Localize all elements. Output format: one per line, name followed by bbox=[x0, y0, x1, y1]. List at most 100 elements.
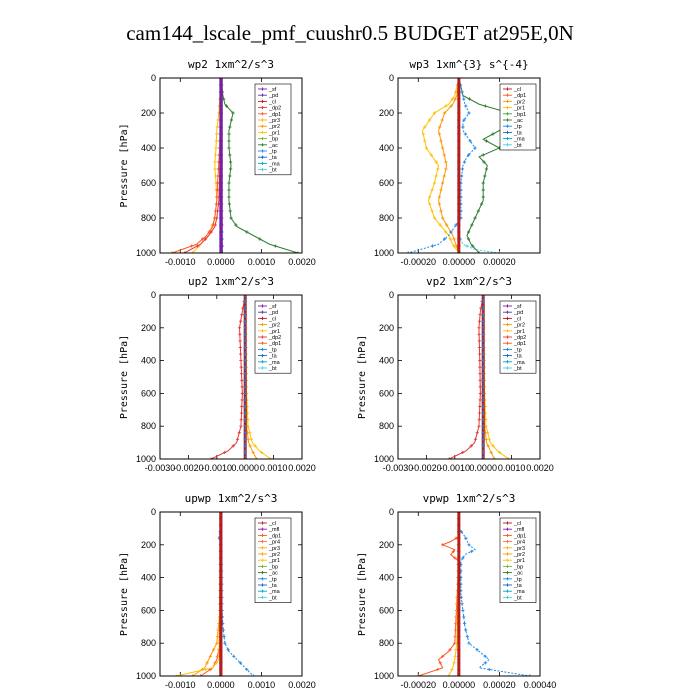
series-point-tp bbox=[481, 457, 485, 459]
series-point-cl bbox=[219, 549, 223, 553]
series-point-pr1 bbox=[450, 667, 454, 672]
x-tick-label: 0.0010 bbox=[498, 463, 526, 473]
x-tick-label: 0.0000 bbox=[469, 463, 497, 473]
y-tick-label: 600 bbox=[379, 388, 394, 398]
legend-label: _pd bbox=[268, 310, 278, 316]
legend-label: _pr2 bbox=[513, 99, 525, 105]
panel-title: up2 1xm^2/s^3 bbox=[188, 275, 274, 288]
legend-marker bbox=[260, 335, 265, 339]
series-point-pr2 bbox=[452, 237, 456, 241]
series-point-dp2 bbox=[238, 345, 242, 350]
series-point-pr1 bbox=[423, 125, 427, 129]
legend-label: _mfl bbox=[513, 527, 524, 533]
series-point-dp1 bbox=[416, 674, 420, 676]
series-point-tp bbox=[461, 556, 465, 560]
x-tick-label: -0.0010 bbox=[165, 680, 196, 690]
series-point-pr1 bbox=[214, 661, 218, 665]
series-point-tp bbox=[243, 359, 247, 363]
legend-marker bbox=[260, 347, 265, 351]
series-point-pr2 bbox=[248, 444, 252, 448]
series-point-dp1 bbox=[436, 667, 440, 672]
legend-box bbox=[254, 83, 292, 176]
x-tick-label: 0.0020 bbox=[288, 463, 316, 473]
y-tick-label: 400 bbox=[379, 143, 394, 153]
series-point-cl bbox=[457, 674, 461, 676]
series-point-cl bbox=[219, 635, 223, 639]
series-point-dp2 bbox=[478, 365, 482, 369]
series-point-tp bbox=[460, 174, 464, 178]
series-point-tp bbox=[481, 326, 485, 330]
series-point-cl bbox=[457, 654, 461, 658]
series-point-dp2 bbox=[475, 431, 479, 435]
series-point-sf bbox=[219, 78, 223, 80]
series-point-cl bbox=[457, 628, 461, 632]
series-point-ac bbox=[245, 230, 249, 234]
legend-label: _ma bbox=[513, 360, 526, 366]
series-point-dp2 bbox=[182, 251, 186, 253]
series-point-dp2 bbox=[478, 378, 482, 382]
series-point-cl bbox=[457, 237, 461, 241]
legend-label: _ta bbox=[268, 583, 278, 589]
legend-label: _ta bbox=[268, 354, 278, 360]
series-point-ac bbox=[229, 216, 233, 220]
x-tick-label: -0.00020 bbox=[401, 680, 437, 690]
series-point-tp bbox=[243, 437, 247, 441]
panel-6: vpwp 1xm^2/s^3 Pressure [hPa] 0 200 400 600 80… bbox=[357, 492, 556, 690]
x-tick-label: 0.00000 bbox=[443, 680, 476, 690]
y-tick-label: 1000 bbox=[136, 454, 156, 464]
series-point-cl bbox=[457, 569, 461, 573]
series-point-tp bbox=[232, 654, 236, 658]
series-point-tp bbox=[481, 339, 485, 343]
series-point-tp bbox=[443, 237, 447, 241]
series-point-dp1 bbox=[190, 244, 194, 248]
series-point-cl bbox=[219, 667, 223, 672]
legend-label: _bt bbox=[513, 366, 522, 372]
series-point-sf bbox=[219, 181, 223, 185]
series-point-sf bbox=[219, 118, 223, 122]
series-point-cl bbox=[457, 512, 461, 514]
series-point-ac bbox=[227, 188, 231, 192]
series-line-dp2 bbox=[448, 295, 484, 459]
y-tick-label: 200 bbox=[379, 540, 394, 550]
x-tick-label: -0.0010 bbox=[440, 463, 471, 473]
series-point-dp2 bbox=[240, 398, 244, 402]
legend-label: _tp bbox=[268, 577, 277, 583]
legend-label: _ac bbox=[268, 571, 278, 577]
series-point-tp bbox=[481, 404, 485, 409]
series-point-tp bbox=[481, 299, 485, 304]
legend-label: _dp2 bbox=[513, 335, 526, 341]
series-point-sf bbox=[219, 90, 223, 94]
series-point-cl bbox=[457, 202, 461, 206]
y-tick-label: 600 bbox=[379, 605, 394, 615]
series-point-tp bbox=[243, 391, 247, 395]
legend-label: _ma bbox=[513, 137, 526, 143]
series-point-cl bbox=[219, 556, 223, 560]
series-point-tp bbox=[483, 661, 487, 665]
series-point-cl bbox=[457, 516, 461, 521]
series-point-cl bbox=[219, 595, 223, 599]
series-point-pr1 bbox=[213, 167, 217, 171]
series-point-dp2 bbox=[240, 404, 244, 409]
x-tick-label: 0.00020 bbox=[483, 680, 516, 690]
legend-marker bbox=[505, 595, 510, 599]
series-point-cl bbox=[457, 589, 461, 593]
plot-frame bbox=[159, 511, 303, 677]
series-point-pr2 bbox=[444, 167, 448, 171]
panel-title: upwp 1xm^2/s^3 bbox=[185, 492, 278, 505]
legend-label: _pr1 bbox=[268, 130, 280, 136]
series-point-sf bbox=[219, 216, 223, 220]
series-point-pr1 bbox=[253, 444, 257, 448]
legend-marker bbox=[505, 527, 510, 531]
legend-marker bbox=[260, 558, 265, 562]
series-point-ac bbox=[234, 223, 238, 227]
legend-marker bbox=[505, 533, 510, 537]
series-point-pr2 bbox=[438, 125, 442, 129]
series-point-ac bbox=[481, 188, 485, 192]
series-point-dp2 bbox=[195, 244, 199, 248]
series-point-pr1 bbox=[434, 160, 438, 164]
series-point-cl bbox=[219, 582, 223, 586]
series-point-cl bbox=[219, 516, 223, 521]
legend-label: _dp1 bbox=[513, 341, 526, 347]
series-point-tp bbox=[481, 306, 485, 310]
series-point-ac bbox=[471, 244, 475, 248]
